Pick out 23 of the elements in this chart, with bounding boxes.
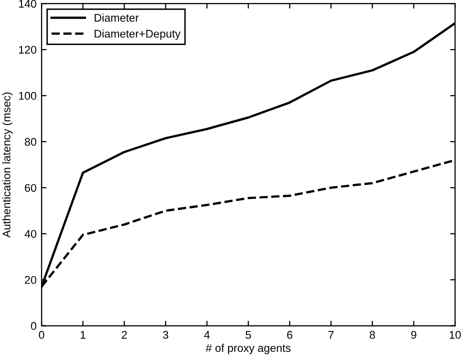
y-tick-label: 20 <box>24 276 36 284</box>
x-tick-label: 10 <box>450 330 461 339</box>
x-tick-label: 3 <box>162 330 168 339</box>
x-tick-label: 4 <box>204 331 210 339</box>
x-tick-label: 8 <box>370 330 375 339</box>
y-tick-label: 60 <box>24 184 36 192</box>
y-tick-label: 120 <box>19 46 36 54</box>
y-tick-label: 0 <box>30 322 36 330</box>
y-tick-label: 100 <box>19 92 36 100</box>
x-tick-label: 9 <box>411 330 416 339</box>
x-tick-label: 0 <box>38 330 44 339</box>
x-tick-label: 5 <box>246 331 251 339</box>
y-tick-label: 40 <box>24 230 36 238</box>
y-axis-title: Authentication latency (msec) <box>2 92 13 238</box>
y-tick-label: 140 <box>19 0 36 8</box>
x-axis-title: # of proxy agents <box>206 344 291 354</box>
x-tick-label: 7 <box>328 331 334 339</box>
x-tick-label: 6 <box>287 330 292 339</box>
legend-label: Diameter+Deputy <box>94 29 181 40</box>
x-tick-label: 2 <box>122 330 127 339</box>
x-tick-label: 1 <box>80 331 86 339</box>
y-tick-label: 80 <box>24 138 36 146</box>
legend-label: Diameter <box>94 14 139 22</box>
